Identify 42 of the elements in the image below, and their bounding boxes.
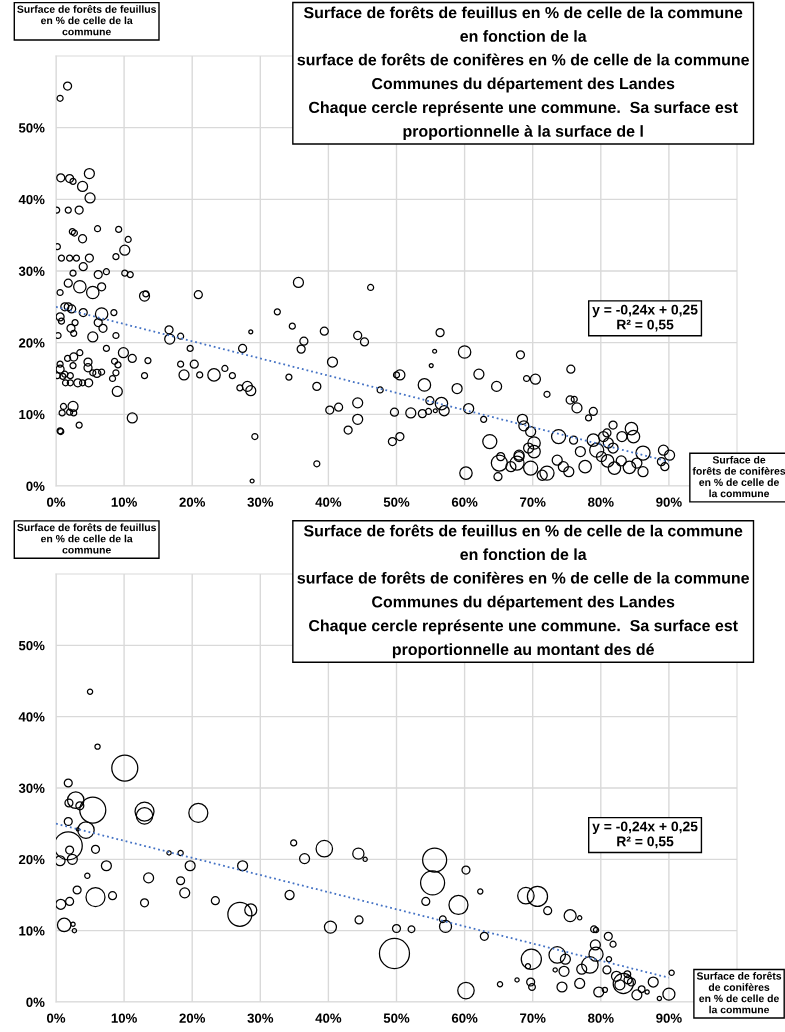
x-tick-label: 70%	[520, 497, 546, 507]
y-axis-title: Surface de forêts de feuillus en % de celle de la commune	[17, 5, 156, 36]
y-tick-label: 10%	[19, 409, 45, 420]
chart-title: Surface de forêts de feuillus en % de celle de la commune en fonction de la surface de forêts de conifères en % de celle de la commune Communes du département des Landes	[297, 524, 749, 611]
annotation: y = -0,24x + 0,25 R² = 0,55	[592, 821, 698, 849]
x-tick-label: 0%	[46, 1013, 66, 1023]
x-tick-label: 60%	[451, 1013, 478, 1023]
y-tick-label: 50%	[18, 123, 45, 133]
x-tick-label: 90%	[656, 1013, 682, 1023]
x-tick-label: 30%	[247, 1013, 274, 1023]
x-axis-title: Surface de forêts de conifères en % de celle de la commune	[692, 455, 785, 498]
y-tick-label: 40%	[18, 712, 45, 722]
x-tick-label: 50%	[383, 497, 410, 507]
y-tick-label: 30%	[18, 783, 45, 793]
x-tick-label: 80%	[588, 1013, 614, 1023]
text: Chaque cercle représente une commune. Sa surface est proportionnelle à la surface de l	[309, 101, 738, 141]
x-tick-label: 20%	[179, 497, 206, 507]
x-tick-label: 10%	[111, 1013, 137, 1023]
annotation: y = -0,24x + 0,25 R² = 0,55	[592, 304, 698, 332]
y-axis-title: Surface de forêts de feuillus en % de celle de la commune	[17, 523, 156, 554]
y-tick-label: 30%	[18, 266, 45, 276]
x-tick-label: 20%	[179, 1013, 206, 1023]
y-tick-label: 20%	[18, 854, 45, 865]
y-tick-label: 50%	[18, 640, 45, 651]
x-tick-label: 40%	[315, 497, 342, 507]
text: Chaque cercle représente une commune. Sa surface est proportionnelle au montant des dé	[309, 619, 738, 659]
y-tick-label: 20%	[18, 338, 45, 348]
x-tick-label: 30%	[247, 497, 274, 507]
y-tick-label: 0%	[26, 997, 45, 1007]
y-tick-label: 40%	[18, 194, 45, 205]
x-tick-label: 60%	[451, 497, 478, 507]
x-tick-label: 50%	[383, 1013, 410, 1023]
x-tick-label: 90%	[656, 497, 682, 507]
x-tick-label: 0%	[46, 497, 66, 507]
x-tick-label: 10%	[111, 497, 137, 507]
x-axis-title: Surface de forêts de conifères en % de celle de la commune	[696, 971, 782, 1014]
x-tick-label: 70%	[520, 1013, 546, 1023]
y-tick-label: 10%	[19, 926, 45, 936]
x-tick-label: 80%	[588, 497, 614, 507]
x-tick-label: 40%	[315, 1013, 342, 1023]
y-tick-label: 0%	[26, 481, 45, 491]
chart-title: Surface de forêts de feuillus en % de celle de la commune en fonction de la surface de forêts de conifères en % de celle de la commune Communes du département des Landes	[297, 6, 749, 93]
